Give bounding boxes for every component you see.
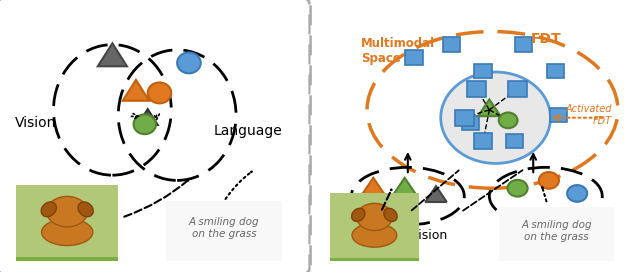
Text: Multimodal
Space: Multimodal Space [361, 37, 435, 65]
Circle shape [441, 72, 550, 163]
Text: Language: Language [213, 124, 282, 138]
Ellipse shape [351, 208, 365, 221]
FancyBboxPatch shape [0, 212, 149, 272]
FancyBboxPatch shape [550, 108, 567, 122]
Polygon shape [394, 178, 416, 194]
Text: A smiling dog
on the grass: A smiling dog on the grass [189, 217, 259, 239]
FancyBboxPatch shape [493, 204, 620, 264]
FancyBboxPatch shape [506, 134, 523, 149]
Ellipse shape [352, 223, 397, 247]
Text: A smiling dog
on the grass: A smiling dog on the grass [522, 220, 592, 242]
Ellipse shape [78, 202, 93, 217]
FancyBboxPatch shape [547, 64, 564, 78]
FancyBboxPatch shape [462, 116, 479, 130]
Circle shape [134, 114, 156, 134]
Circle shape [499, 113, 518, 128]
Text: Activated
FDT: Activated FDT [565, 104, 612, 126]
Polygon shape [98, 43, 127, 66]
Polygon shape [138, 109, 158, 125]
FancyBboxPatch shape [467, 81, 486, 97]
FancyBboxPatch shape [406, 51, 422, 65]
FancyBboxPatch shape [303, 217, 446, 272]
Ellipse shape [42, 219, 93, 246]
Circle shape [148, 82, 172, 103]
FancyBboxPatch shape [474, 64, 492, 78]
FancyBboxPatch shape [161, 198, 287, 264]
FancyBboxPatch shape [508, 81, 527, 97]
FancyBboxPatch shape [443, 38, 460, 52]
FancyBboxPatch shape [455, 110, 474, 126]
FancyBboxPatch shape [515, 38, 532, 52]
Ellipse shape [384, 208, 397, 221]
FancyBboxPatch shape [310, 0, 640, 272]
Circle shape [47, 196, 88, 227]
FancyBboxPatch shape [474, 133, 493, 149]
Polygon shape [123, 80, 149, 101]
Text: Vision: Vision [411, 229, 449, 242]
Polygon shape [426, 186, 447, 202]
Polygon shape [478, 100, 500, 116]
Text: Language: Language [540, 229, 602, 242]
Circle shape [356, 203, 392, 230]
Text: FDT: FDT [531, 32, 561, 45]
FancyBboxPatch shape [0, 0, 310, 272]
FancyBboxPatch shape [0, 162, 149, 257]
Text: Vision: Vision [15, 116, 56, 130]
Circle shape [177, 52, 201, 73]
FancyBboxPatch shape [303, 173, 446, 258]
Polygon shape [362, 178, 385, 194]
Circle shape [567, 185, 587, 202]
Circle shape [508, 180, 527, 197]
Circle shape [539, 172, 559, 189]
Ellipse shape [41, 202, 56, 217]
